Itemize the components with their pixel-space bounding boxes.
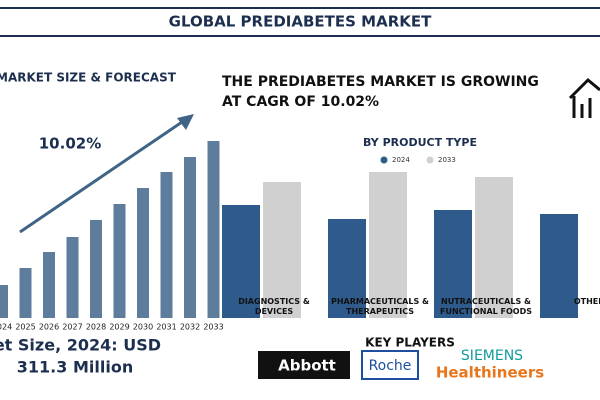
bar <box>328 219 366 318</box>
bar <box>0 285 8 318</box>
cagr-annotation: 10.02% <box>39 135 101 153</box>
bar <box>369 172 407 318</box>
market-size-text: 311.3 Million <box>17 358 133 377</box>
x-tick-label: 2025 <box>15 323 35 332</box>
bar <box>207 141 220 318</box>
bar <box>434 210 472 318</box>
x-tick-label: 2030 <box>133 323 153 332</box>
header-title: GLOBAL PREDIABETES MARKET <box>169 13 432 31</box>
legend-label: 2033 <box>438 156 456 164</box>
legend-swatch <box>426 156 434 164</box>
abbott-text: Abbott <box>278 357 336 375</box>
bar <box>19 268 32 318</box>
left-title: MARKET SIZE & FORECAST <box>0 71 177 85</box>
legend-swatch <box>380 156 388 164</box>
x-tick-label: 2026 <box>39 323 59 332</box>
legend-label: 2024 <box>392 156 410 164</box>
growth-arrow <box>19 118 186 234</box>
bar <box>137 188 149 318</box>
bar <box>43 252 55 318</box>
bar <box>66 237 79 318</box>
bar <box>160 172 173 318</box>
key-players-title: KEY PLAYERS <box>365 336 455 350</box>
healthineers-text: Healthineers <box>436 364 544 382</box>
bar <box>113 204 126 318</box>
x-tick-label: 2031 <box>156 323 176 332</box>
x-tick-label: NUTRACEUTICALS & FUNCTIONAL FOODS <box>440 297 532 316</box>
bar <box>540 214 578 318</box>
arrow-head <box>177 114 194 130</box>
roche-logo <box>361 350 419 380</box>
bar <box>184 157 196 318</box>
bar <box>263 182 301 318</box>
x-tick-label: PHARMACEUTICALS & THERAPEUTICS <box>330 297 429 316</box>
x-tick-label: 2032 <box>180 323 200 332</box>
bar <box>222 205 260 318</box>
bar <box>90 220 102 318</box>
x-tick-label: OTHERS <box>573 297 600 306</box>
cagr-text: AT CAGR OF 10.02% <box>222 94 379 110</box>
x-tick-label: DIAGNOSTICS & DEVICES <box>238 297 310 316</box>
x-tick-label: 2024 <box>0 323 12 332</box>
roche-text: Roche <box>369 358 412 374</box>
x-tick-label: 2033 <box>203 323 223 332</box>
right-title: BY PRODUCT TYPE <box>363 136 477 149</box>
x-tick-label: 2027 <box>62 323 82 332</box>
bar <box>475 177 513 318</box>
abbott-logo <box>258 351 350 379</box>
house-icon <box>568 77 600 118</box>
siemens-text: SIEMENS <box>461 348 523 364</box>
market-size-text: Market Size, 2024: USD <box>0 336 161 355</box>
x-tick-label: 2029 <box>109 323 129 332</box>
cagr-text: THE PREDIABETES MARKET IS GROWING <box>222 74 539 90</box>
x-tick-label: 2028 <box>86 323 106 332</box>
